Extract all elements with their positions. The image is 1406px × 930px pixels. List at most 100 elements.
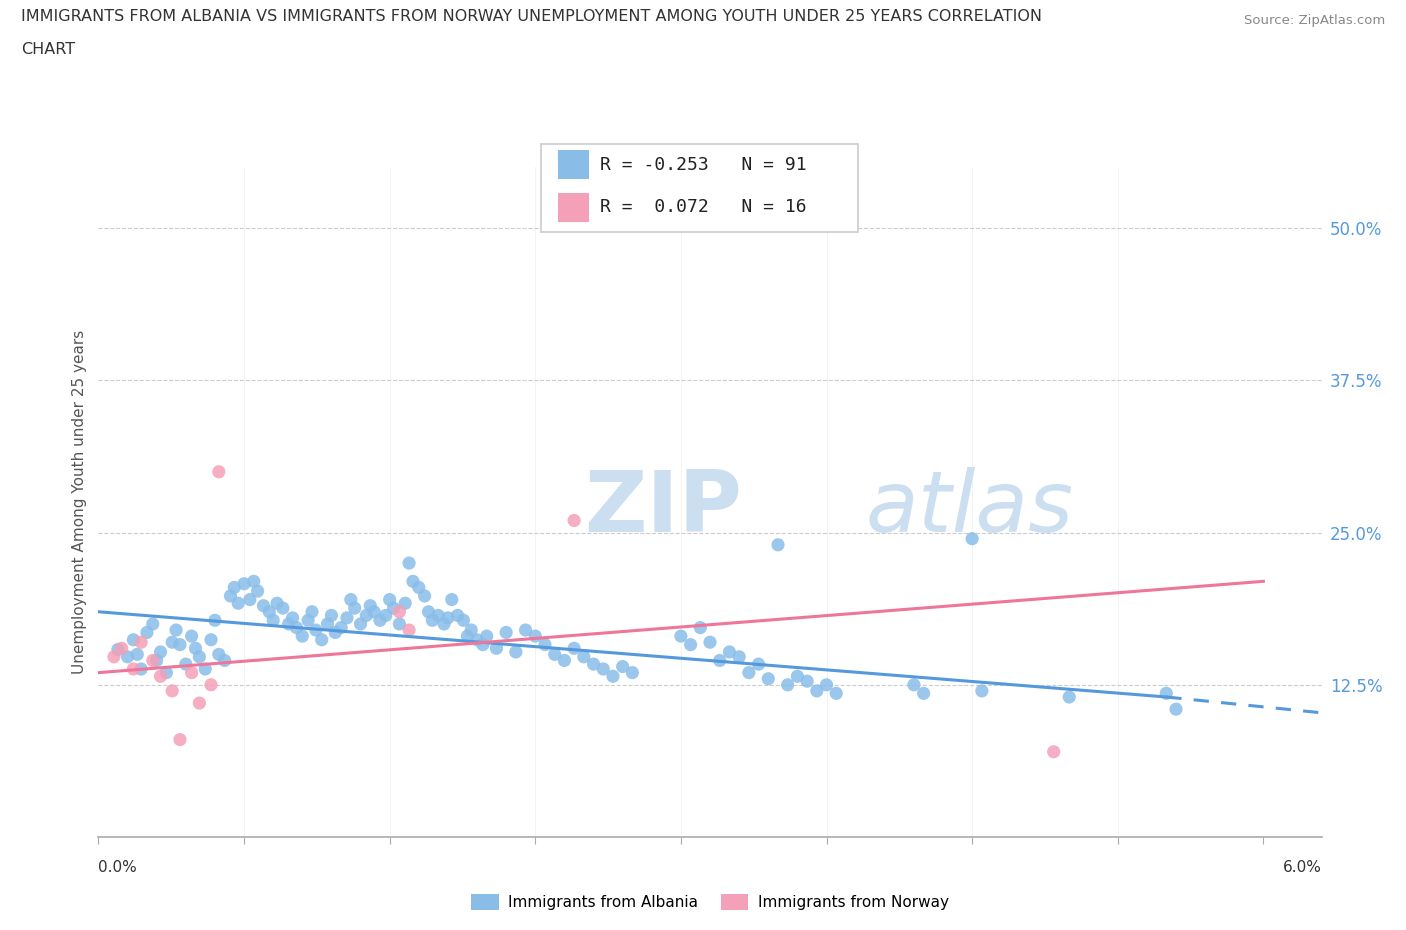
- Point: [184, 641, 207, 656]
- Point: [544, 647, 567, 662]
- Point: [242, 574, 264, 589]
- Point: [378, 592, 401, 607]
- Point: [349, 617, 371, 631]
- Point: [453, 613, 475, 628]
- Point: [188, 649, 211, 664]
- Point: [796, 673, 818, 688]
- Text: IMMIGRANTS FROM ALBANIA VS IMMIGRANTS FROM NORWAY UNEMPLOYMENT AMONG YOUTH UNDER: IMMIGRANTS FROM ALBANIA VS IMMIGRANTS FR…: [21, 9, 1042, 24]
- Text: 6.0%: 6.0%: [1282, 860, 1322, 875]
- Point: [592, 661, 614, 676]
- Point: [117, 649, 139, 664]
- Point: [149, 669, 172, 684]
- Point: [460, 622, 482, 637]
- Point: [408, 580, 430, 595]
- Point: [239, 592, 262, 607]
- Point: [180, 665, 202, 680]
- Point: [748, 657, 770, 671]
- Point: [679, 637, 702, 652]
- Point: [281, 610, 304, 625]
- Point: [562, 513, 585, 528]
- Point: [534, 637, 557, 652]
- Point: [402, 574, 425, 589]
- Point: [174, 657, 197, 671]
- Point: [259, 604, 281, 619]
- Point: [330, 620, 353, 635]
- Point: [305, 622, 328, 637]
- Point: [311, 632, 333, 647]
- Point: [323, 625, 346, 640]
- Point: [224, 580, 246, 595]
- Point: [374, 608, 396, 623]
- Point: [297, 613, 319, 628]
- Y-axis label: Unemployment Among Youth under 25 years: Unemployment Among Youth under 25 years: [72, 330, 87, 674]
- Point: [485, 641, 508, 656]
- Point: [208, 464, 231, 479]
- Point: [226, 596, 249, 611]
- Point: [456, 629, 478, 644]
- Point: [129, 661, 152, 676]
- Point: [1057, 689, 1080, 704]
- Point: [111, 641, 134, 656]
- Point: [165, 622, 187, 637]
- Point: [815, 677, 838, 692]
- Point: [709, 653, 731, 668]
- Point: [515, 622, 537, 637]
- Point: [149, 644, 172, 659]
- Point: [505, 644, 527, 659]
- Point: [122, 632, 145, 647]
- Text: CHART: CHART: [21, 42, 75, 57]
- Point: [208, 647, 231, 662]
- Point: [271, 601, 294, 616]
- Point: [669, 629, 692, 644]
- Point: [495, 625, 517, 640]
- Point: [437, 610, 460, 625]
- Point: [738, 665, 761, 680]
- Point: [382, 601, 405, 616]
- Point: [475, 629, 498, 644]
- Point: [277, 617, 299, 631]
- Point: [194, 661, 217, 676]
- Point: [204, 613, 226, 628]
- Point: [418, 604, 440, 619]
- Point: [1042, 744, 1064, 759]
- Point: [160, 635, 183, 650]
- Point: [388, 604, 411, 619]
- Point: [912, 686, 935, 701]
- Point: [252, 598, 274, 613]
- Point: [363, 604, 385, 619]
- Point: [359, 598, 381, 613]
- Text: Source: ZipAtlas.com: Source: ZipAtlas.com: [1244, 14, 1385, 27]
- Point: [200, 632, 222, 647]
- Point: [806, 684, 828, 698]
- Point: [825, 686, 848, 701]
- Point: [214, 653, 236, 668]
- Point: [718, 644, 741, 659]
- Point: [336, 610, 359, 625]
- Point: [301, 604, 323, 619]
- Point: [169, 637, 191, 652]
- Point: [413, 589, 436, 604]
- Point: [316, 617, 339, 631]
- Text: 0.0%: 0.0%: [98, 860, 138, 875]
- Point: [285, 620, 308, 635]
- Point: [422, 613, 444, 628]
- Point: [1164, 702, 1187, 717]
- Point: [145, 653, 167, 668]
- Text: atlas: atlas: [865, 467, 1073, 550]
- Point: [388, 617, 411, 631]
- Point: [621, 665, 644, 680]
- Point: [553, 653, 575, 668]
- Point: [136, 625, 159, 640]
- Point: [103, 649, 125, 664]
- Point: [562, 641, 585, 656]
- Point: [960, 531, 983, 546]
- Point: [699, 635, 721, 650]
- Point: [180, 629, 202, 644]
- Point: [233, 577, 256, 591]
- Point: [262, 613, 284, 628]
- Point: [970, 684, 993, 698]
- Point: [786, 669, 808, 684]
- Point: [122, 661, 145, 676]
- Point: [169, 732, 191, 747]
- Point: [471, 637, 494, 652]
